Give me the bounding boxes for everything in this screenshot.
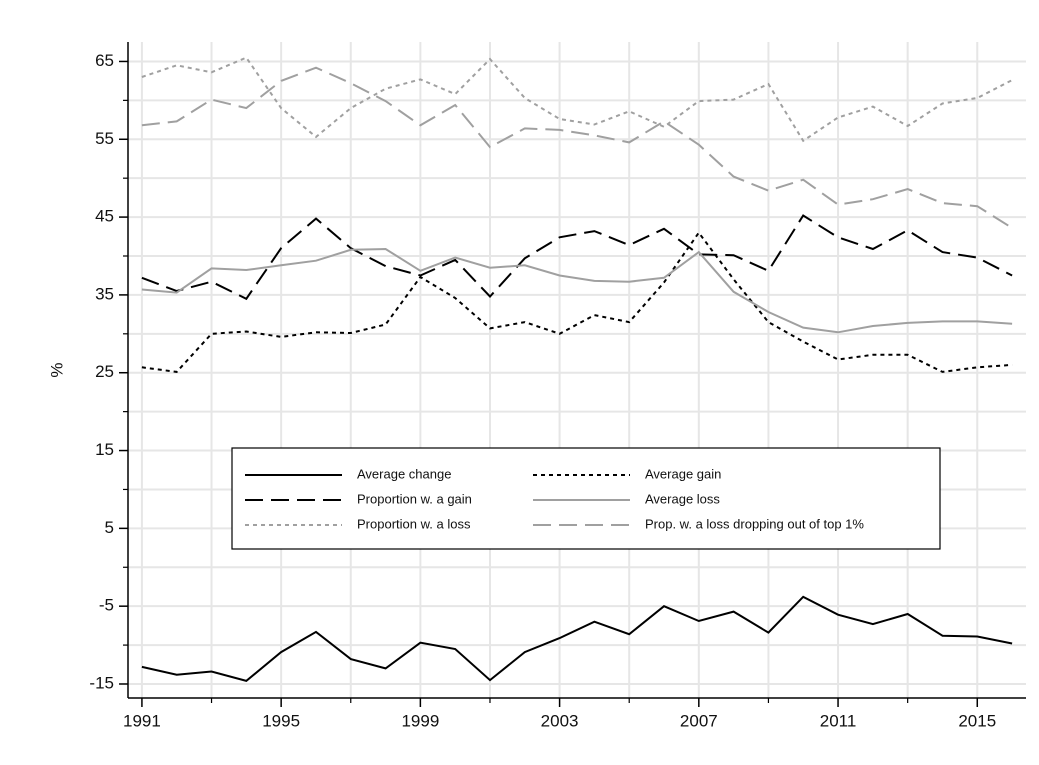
x-tick-label: 1991 bbox=[123, 711, 161, 730]
y-axis-label: % bbox=[47, 362, 66, 377]
x-tick-label: 2011 bbox=[820, 711, 857, 730]
y-tick-label: 5 bbox=[105, 518, 114, 537]
legend: Average change Average gain Proportion w. … bbox=[231, 447, 941, 550]
legend-box bbox=[231, 447, 941, 550]
legend-label: Average loss bbox=[645, 491, 720, 506]
series-line bbox=[141, 214, 1013, 301]
y-tick-label: -5 bbox=[99, 596, 114, 615]
y-tick-label: 15 bbox=[95, 440, 114, 459]
x-tick-label: 2007 bbox=[680, 711, 718, 730]
x-tick-label: 1999 bbox=[401, 711, 439, 730]
series-line bbox=[141, 595, 1013, 683]
x-tick-label: 1995 bbox=[262, 711, 300, 730]
x-tick-label: 2003 bbox=[541, 711, 579, 730]
series-line bbox=[141, 56, 1013, 143]
legend-label: Average change bbox=[357, 466, 451, 481]
y-tick-label: 55 bbox=[95, 129, 114, 148]
series-line bbox=[141, 247, 1013, 334]
y-tick-label: 45 bbox=[95, 207, 114, 226]
series-line bbox=[141, 66, 1013, 229]
legend-label: Prop. w. a loss dropping out of top 1% bbox=[645, 516, 864, 531]
legend-label: Proportion w. a loss bbox=[357, 516, 471, 531]
y-tick-label: 35 bbox=[95, 284, 114, 303]
y-tick-label: 25 bbox=[95, 362, 114, 381]
legend-label: Proportion w. a gain bbox=[357, 491, 472, 506]
y-tick-label: -15 bbox=[89, 673, 114, 692]
y-tick-label: 65 bbox=[95, 51, 114, 70]
series-line bbox=[141, 230, 1013, 373]
x-tick-label: 2015 bbox=[958, 711, 996, 730]
legend-label: Average gain bbox=[645, 466, 721, 481]
